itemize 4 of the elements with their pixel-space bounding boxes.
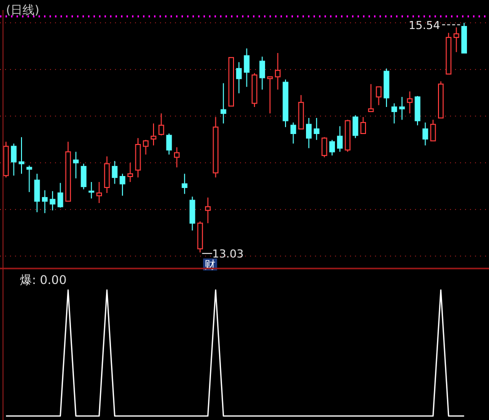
chart-title: (日线) bbox=[6, 3, 40, 17]
chart-title: 爆: 0.00 bbox=[20, 273, 67, 287]
annotation: 13.03 bbox=[212, 247, 244, 260]
annotation: 15.54 bbox=[408, 18, 440, 32]
